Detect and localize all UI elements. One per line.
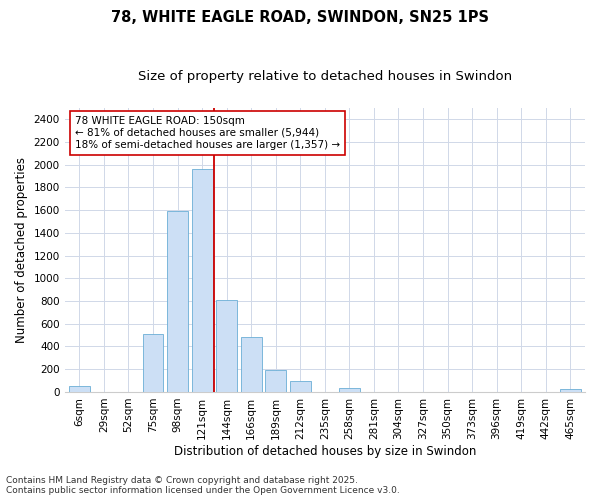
Text: Contains HM Land Registry data © Crown copyright and database right 2025.
Contai: Contains HM Land Registry data © Crown c… — [6, 476, 400, 495]
Y-axis label: Number of detached properties: Number of detached properties — [15, 157, 28, 343]
Bar — [560, 389, 581, 392]
Bar — [69, 386, 90, 392]
Text: 78 WHITE EAGLE ROAD: 150sqm
← 81% of detached houses are smaller (5,944)
18% of : 78 WHITE EAGLE ROAD: 150sqm ← 81% of det… — [75, 116, 340, 150]
Bar — [241, 338, 262, 392]
Bar — [143, 334, 163, 392]
Bar — [290, 381, 311, 392]
Bar — [216, 300, 237, 392]
Text: 78, WHITE EAGLE ROAD, SWINDON, SN25 1PS: 78, WHITE EAGLE ROAD, SWINDON, SN25 1PS — [111, 10, 489, 25]
X-axis label: Distribution of detached houses by size in Swindon: Distribution of detached houses by size … — [173, 444, 476, 458]
Bar — [167, 211, 188, 392]
Bar — [265, 370, 286, 392]
Bar — [339, 388, 360, 392]
Bar — [191, 169, 212, 392]
Title: Size of property relative to detached houses in Swindon: Size of property relative to detached ho… — [138, 70, 512, 83]
